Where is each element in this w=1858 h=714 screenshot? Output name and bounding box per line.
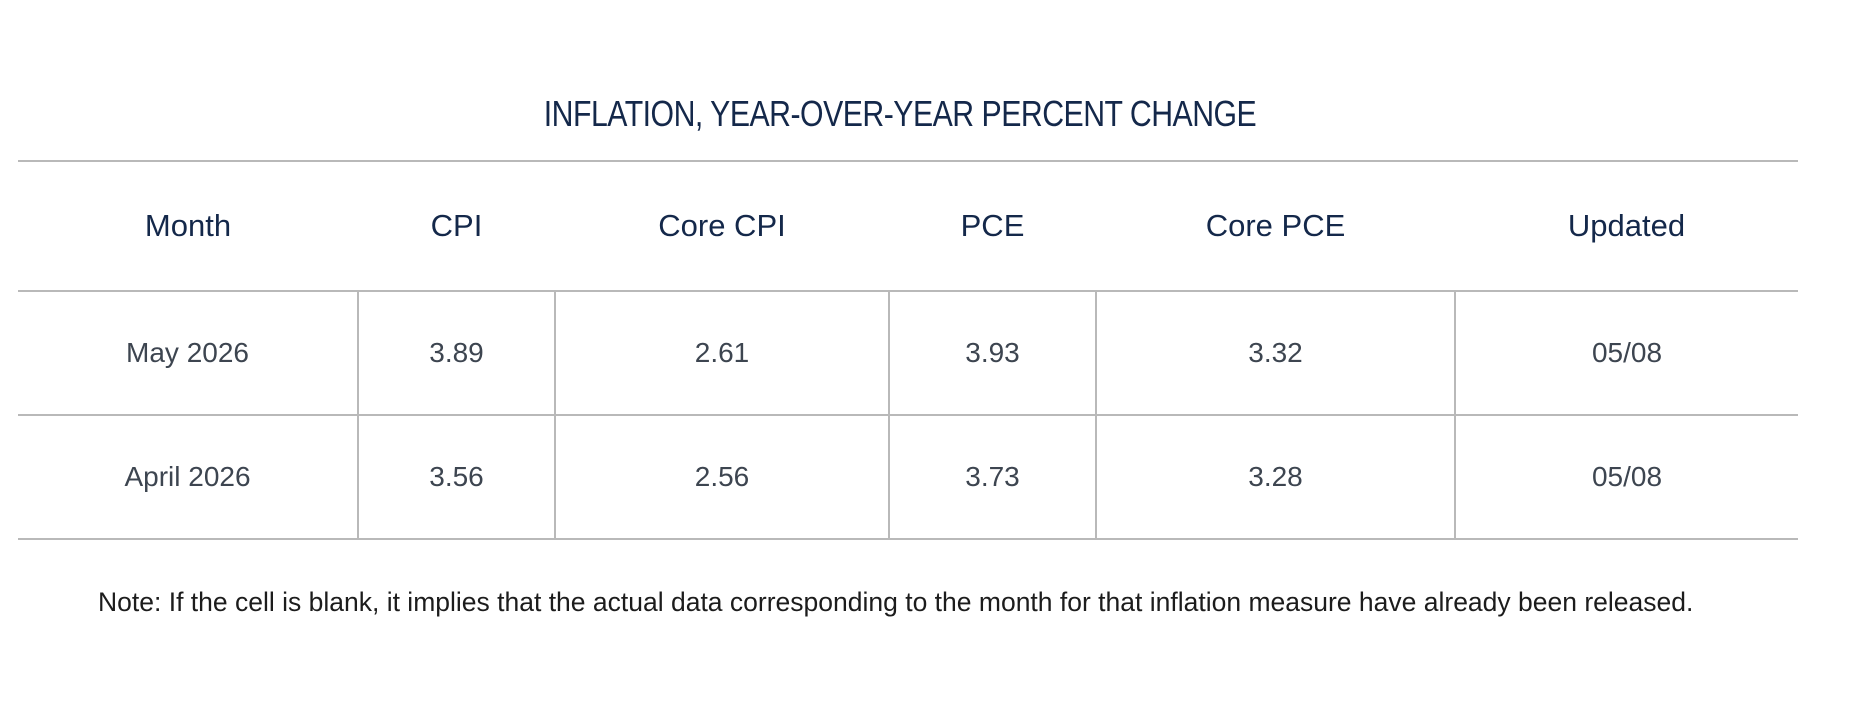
cell-cpi: 3.89 bbox=[357, 291, 555, 416]
cell-updated: 05/08 bbox=[1454, 415, 1798, 540]
cell-month: May 2026 bbox=[18, 291, 358, 416]
cell-updated: 05/08 bbox=[1454, 291, 1798, 416]
table-row: May 2026 3.89 2.61 3.93 3.32 05/08 bbox=[18, 291, 1798, 416]
cell-month: April 2026 bbox=[18, 415, 358, 540]
cell-core-pce: 3.28 bbox=[1095, 415, 1455, 540]
header-core-pce: Core PCE bbox=[1096, 160, 1455, 292]
cell-core-pce: 3.32 bbox=[1095, 291, 1455, 416]
table-row: April 2026 3.56 2.56 3.73 3.28 05/08 bbox=[18, 415, 1798, 540]
table-note: Note: If the cell is blank, it implies t… bbox=[98, 587, 1694, 617]
table-header-row: Month CPI Core CPI PCE Core PCE Updated bbox=[18, 160, 1798, 292]
inflation-table: Month CPI Core CPI PCE Core PCE Updated … bbox=[18, 160, 1798, 540]
cell-core-cpi: 2.61 bbox=[554, 291, 889, 416]
header-month: Month bbox=[18, 160, 358, 292]
header-pce: PCE bbox=[889, 160, 1096, 292]
cell-pce: 3.93 bbox=[888, 291, 1096, 416]
cell-cpi: 3.56 bbox=[357, 415, 555, 540]
cell-core-cpi: 2.56 bbox=[554, 415, 889, 540]
cell-pce: 3.73 bbox=[888, 415, 1096, 540]
header-updated: Updated bbox=[1455, 160, 1798, 292]
table-title: INFLATION, YEAR-OVER-YEAR PERCENT CHANGE bbox=[543, 93, 1257, 134]
header-core-cpi: Core CPI bbox=[555, 160, 889, 292]
header-cpi: CPI bbox=[358, 160, 555, 292]
